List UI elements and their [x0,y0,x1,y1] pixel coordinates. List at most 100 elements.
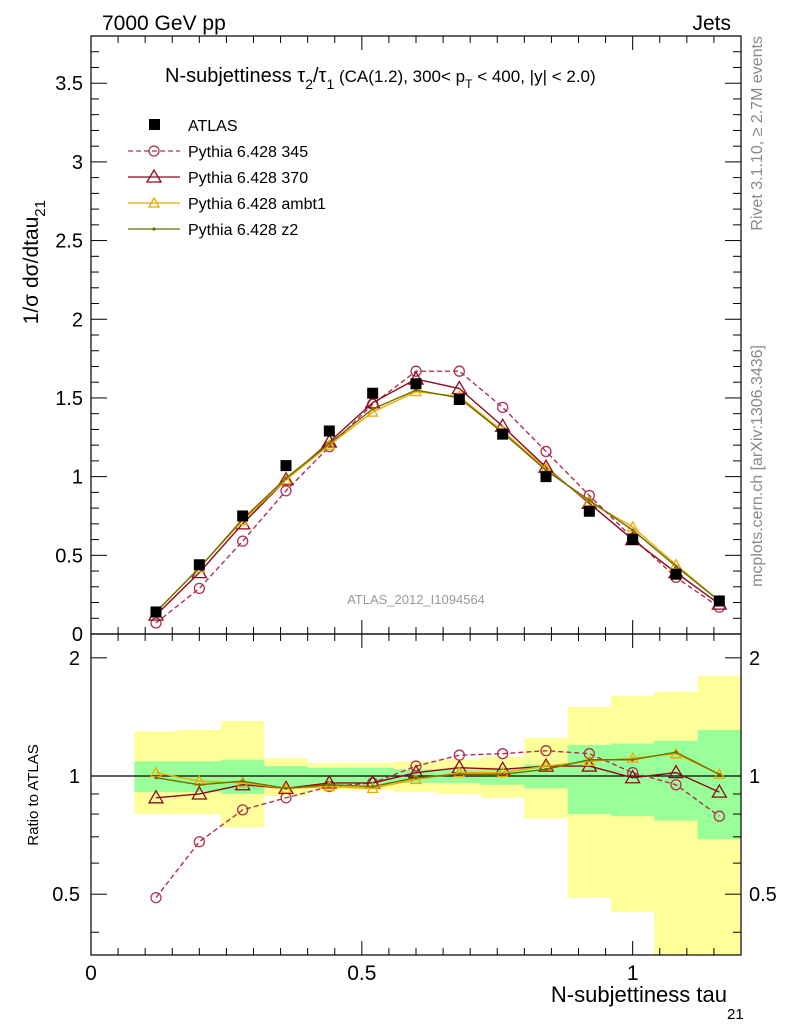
atlas-data-point [583,505,595,517]
ratio-345-point [150,891,162,904]
atlas-data-point [410,378,422,390]
y-tick-label: 0.5 [55,545,83,567]
atlas-data-point [280,460,292,472]
atlas-data-point [627,534,639,546]
legend-label-atlas: ATLAS [188,118,238,135]
legend-label-345: Pythia 6.428 345 [188,144,308,161]
main-345-line [155,370,720,624]
main-z2-point [371,407,375,411]
ratio-z2-point [587,758,591,762]
main-345-point [410,365,422,377]
x-tick-label: 0.5 [347,962,376,985]
main-ambt1-series [149,385,726,617]
ratio-z2-series [154,750,721,790]
legend: ATLAS Pythia 6.428 345 Pythia 6.428 370 … [128,118,326,239]
ratio-y-tick-label-right: 0.5 [749,884,777,906]
uncertainty-band-outer [654,691,698,955]
x-axis-label: N-subjettiness tau [551,982,727,1007]
main-345-point [193,582,205,595]
ratio-z2-point [631,758,635,762]
ratio-ambt1-point [366,782,379,794]
ratio-y-axis-label: Ratio to ATLAS [25,744,42,845]
y-tick-label: 3 [72,152,83,174]
ratio-y-tick-label: 0.5 [52,884,80,906]
ratio-345-point [713,810,725,822]
main-z2-point [674,564,678,568]
main-345-point [540,445,552,458]
ratio-y-tick-label-right: 2 [749,648,760,670]
legend-entry-ambt1: Pythia 6.428 ambt1 [128,196,326,213]
main-345-point [497,401,509,414]
main-z2-series [154,388,721,614]
main-plot-panel: 0 0.5 1 1.5 2 2.5 3 3.5 ATLAS_2012_I1094564 N-s… [20,35,742,648]
header-jets-label: Jets [692,12,731,35]
legend-entry-z2: Pythia 6.428 z2 [128,222,298,239]
atlas-data-point [193,559,205,571]
main-ambt1-line [155,390,720,613]
ratio-z2-point [414,776,418,780]
main-370-point [277,471,295,486]
main-z2-point [327,441,331,446]
legend-entry-atlas: ATLAS [149,118,238,135]
main-370-line [155,378,720,616]
ratio-ambt1-point [496,766,509,778]
ratio-345-point [237,804,249,816]
atlas-data-point [453,394,465,406]
y-tick-label: 2.5 [55,231,83,253]
ratio-z2-point [457,772,461,776]
main-345-point [453,365,465,377]
ratio-z2-point [284,786,288,790]
ratio-370-point [624,769,641,784]
main-345-point [237,535,249,547]
ratio-z2-point [674,750,678,754]
main-ambt1-point [279,473,293,485]
ratio-ambt1-point [453,766,466,778]
x-axis-label-subscript: 21 [727,1006,744,1023]
main-345-series [150,365,725,629]
uncertainty-band-inner [611,743,655,817]
ratio-z2-point [197,783,201,787]
ratio-ambt1-point [323,780,336,792]
legend-entry-345: Pythia 6.428 345 [128,144,308,161]
ratio-z2-point [154,776,158,780]
legend-entry-370: Pythia 6.428 370 [128,168,308,187]
mcplots-label: mcplots.cern.ch [arXiv:1306.3436] [749,345,766,587]
ratio-370-point [147,789,165,804]
ratio-y-tick-label: 2 [69,648,80,670]
ratio-z2-point [501,772,505,776]
main-z2-point [587,498,591,502]
legend-label-z2: Pythia 6.428 z2 [188,222,298,239]
ratio-z2-point [371,784,375,789]
ratio-z2-point [717,772,721,776]
ratio-370-line [155,765,720,799]
y-tick-label: 1.5 [55,388,83,410]
atlas-data-point [670,568,682,580]
ratio-345-line [155,750,720,899]
ratio-y-tick-label-right: 1 [749,766,760,788]
ratio-ambt1-point [409,773,423,785]
header-energy-label: 7000 GeV pp [102,12,226,35]
ratio-y-tick-label: 1 [69,766,80,788]
main-ambt1-point [323,438,336,450]
atlas-data-point [497,428,509,440]
main-345-point [280,485,292,497]
atlas-data-point [237,510,249,522]
main-z2-point [631,528,635,532]
main-370-point [451,380,468,395]
ratio-370-point [191,785,208,800]
rivet-version-label: Rivet 3.1.10, ≥ 2.7M events [749,36,766,231]
analysis-watermark: ATLAS_2012_I1094564 [347,592,485,607]
ratio-z2-point [241,779,245,783]
x-tick-label: 0 [85,962,97,985]
y-tick-label: 1 [72,467,83,489]
atlas-data-point [713,595,725,607]
atlas-data-point [150,606,162,618]
main-y-axis-label: 1/σ dσ/dtau21 [20,200,49,324]
main-345-point [150,617,162,629]
atlas-data-point [367,387,379,399]
ratio-345-point [497,748,509,760]
main-z2-line [155,389,720,613]
atlas-data-point [540,471,552,483]
ratio-z2-point [327,783,331,787]
